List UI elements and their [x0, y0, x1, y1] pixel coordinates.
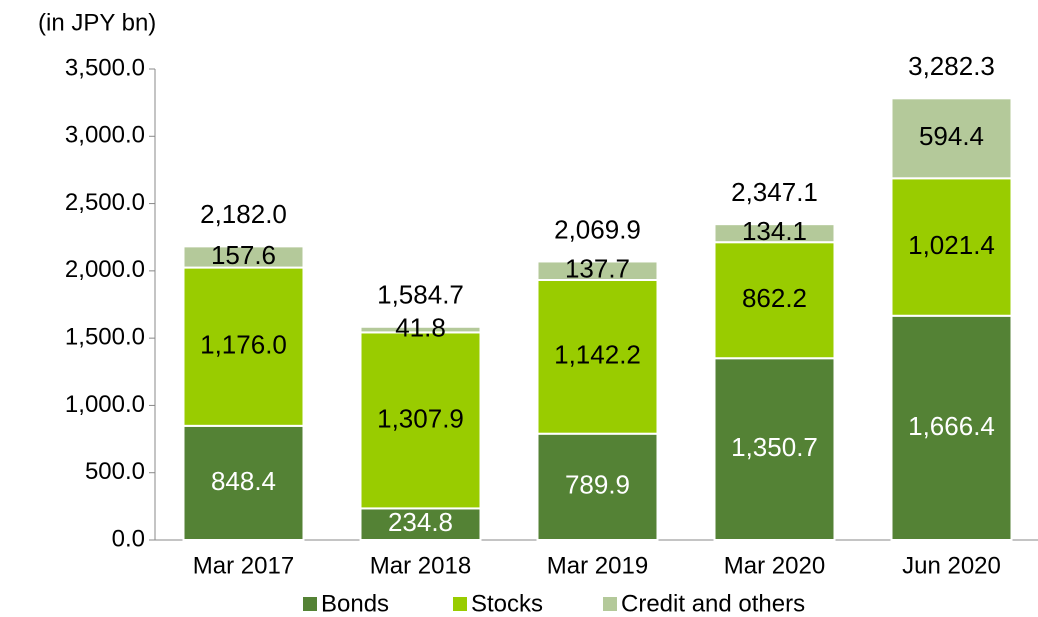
- bar-segment: [182, 245, 305, 269]
- data-label: 1,666.4: [908, 411, 995, 441]
- data-label: 137.7: [565, 254, 630, 284]
- data-label: 157.6: [211, 240, 276, 270]
- bar-segment: [536, 432, 659, 541]
- legend-label: Stocks: [471, 590, 543, 617]
- x-tick-label: Mar 2018: [370, 552, 471, 579]
- y-tick-label: 500.0: [85, 458, 145, 485]
- bar-segment: [182, 266, 305, 427]
- bar-segment: [536, 260, 659, 281]
- total-label: 2,347.1: [731, 177, 818, 207]
- data-label: 1,176.0: [200, 330, 287, 360]
- total-label: 1,584.7: [377, 280, 464, 310]
- data-label: 234.8: [388, 507, 453, 537]
- y-tick-label: 2,000.0: [65, 256, 145, 283]
- bar-segment: [713, 357, 836, 541]
- bar-segment: [359, 331, 482, 510]
- y-tick-label: 0.0: [112, 525, 145, 552]
- bar-segment: [359, 507, 482, 541]
- data-label: 848.4: [211, 466, 276, 496]
- data-label: 134.1: [742, 216, 807, 246]
- legend-swatch: [603, 597, 617, 611]
- bar-segment: [359, 325, 482, 334]
- data-label: 1,307.9: [377, 403, 464, 433]
- data-label: 1,021.4: [908, 230, 995, 260]
- data-label: 594.4: [919, 121, 984, 151]
- bar-segment: [536, 278, 659, 435]
- y-tick-label: 1,500.0: [65, 323, 145, 350]
- data-label: 1,350.7: [731, 432, 818, 462]
- y-axis-label: (in JPY bn): [38, 9, 156, 36]
- x-tick-label: Mar 2020: [724, 552, 825, 579]
- data-label: 862.2: [742, 283, 807, 313]
- legend-swatch: [303, 597, 317, 611]
- data-label: 41.8: [395, 312, 446, 342]
- total-label: 3,282.3: [908, 51, 995, 81]
- bar-segment: [713, 241, 836, 360]
- y-tick-label: 3,500.0: [65, 54, 145, 81]
- bar-segment: [890, 177, 1013, 317]
- y-tick-label: 1,000.0: [65, 391, 145, 418]
- x-tick-label: Mar 2017: [193, 552, 294, 579]
- y-tick-label: 2,500.0: [65, 189, 145, 216]
- y-tick-label: 3,000.0: [65, 122, 145, 149]
- legend-label: Credit and others: [621, 590, 805, 617]
- data-label: 1,142.2: [554, 340, 641, 370]
- data-label: 789.9: [565, 470, 630, 500]
- legend-label: Bonds: [321, 590, 389, 617]
- bar-segment: [890, 314, 1013, 542]
- bar-segment: [890, 97, 1013, 180]
- legend-swatch: [453, 597, 467, 611]
- x-tick-label: Mar 2019: [547, 552, 648, 579]
- total-label: 2,182.0: [200, 199, 287, 229]
- x-tick-label: Jun 2020: [902, 552, 1001, 579]
- bar-segment: [713, 223, 836, 244]
- total-label: 2,069.9: [554, 214, 641, 244]
